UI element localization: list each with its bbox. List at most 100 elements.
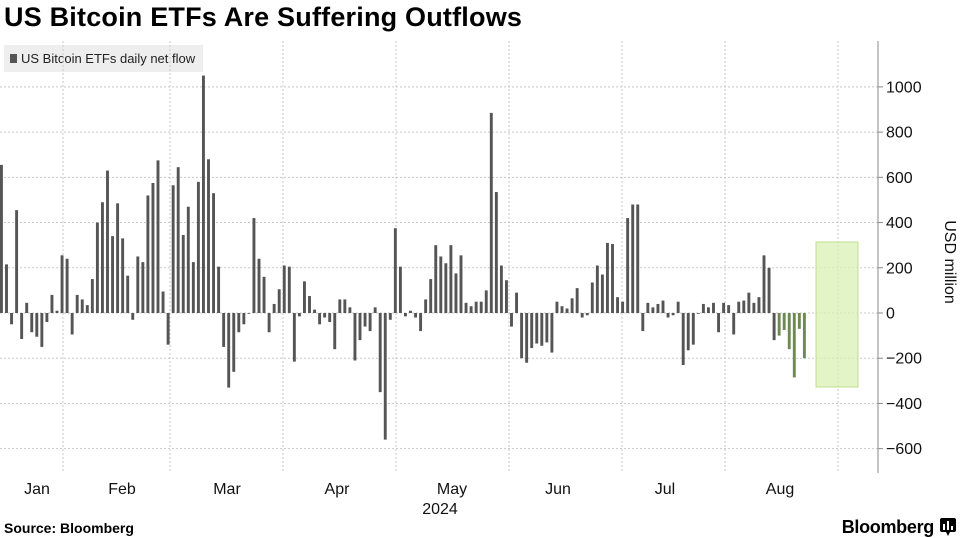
bar-137 bbox=[691, 313, 695, 345]
x-tick-label-aug: Aug bbox=[766, 481, 794, 498]
bar-130 bbox=[656, 303, 660, 313]
bar-121 bbox=[611, 244, 614, 313]
bar-21 bbox=[106, 170, 109, 313]
bar-86 bbox=[434, 245, 438, 313]
bar-141 bbox=[712, 302, 715, 313]
y-tick-label-2: −200 bbox=[886, 351, 922, 368]
bar-0 bbox=[0, 164, 3, 313]
bar-146 bbox=[737, 301, 741, 313]
bar-37 bbox=[186, 206, 190, 313]
bar-123 bbox=[621, 301, 625, 313]
bar-80 bbox=[404, 313, 407, 317]
bar-43 bbox=[217, 266, 221, 313]
bar-84 bbox=[424, 299, 428, 313]
bar-8 bbox=[40, 313, 44, 347]
bar-31 bbox=[156, 160, 160, 313]
bar-24 bbox=[121, 238, 125, 313]
y-tick-label-6: 600 bbox=[886, 170, 913, 187]
bar-150 bbox=[757, 297, 761, 313]
bar-52 bbox=[262, 276, 266, 313]
bar-46 bbox=[232, 313, 236, 372]
bar-97 bbox=[489, 112, 493, 314]
bar-115 bbox=[580, 313, 584, 318]
bar-92 bbox=[464, 302, 468, 313]
bar-39 bbox=[196, 181, 200, 313]
bar-69 bbox=[348, 307, 352, 313]
y-axis-label: USD million bbox=[941, 220, 958, 304]
bar-66 bbox=[333, 313, 337, 350]
x-tick-label-may: May bbox=[437, 481, 467, 498]
bar-79 bbox=[398, 266, 402, 313]
bar-94 bbox=[474, 301, 478, 313]
grid-lines bbox=[0, 41, 878, 473]
bar-49 bbox=[247, 313, 251, 314]
bar-38 bbox=[191, 262, 195, 313]
bar-45 bbox=[227, 313, 231, 388]
bar-156 bbox=[787, 313, 791, 350]
bar-29 bbox=[146, 195, 150, 313]
bar-57 bbox=[287, 266, 291, 313]
bar-15 bbox=[75, 294, 79, 313]
bloomberg-logo: Bloomberg bbox=[841, 517, 935, 537]
bar-157 bbox=[792, 313, 796, 378]
bloomberg-terminal-icon bbox=[940, 518, 956, 536]
bar-51 bbox=[257, 258, 261, 313]
bar-81 bbox=[409, 310, 412, 313]
bar-140 bbox=[707, 307, 710, 313]
bar-13 bbox=[65, 258, 69, 313]
x-tick-label-jan: Jan bbox=[24, 481, 50, 498]
bar-55 bbox=[277, 289, 281, 313]
bar-64 bbox=[323, 313, 327, 318]
y-tick-label-7: 800 bbox=[886, 125, 913, 142]
bar-1 bbox=[5, 264, 8, 313]
bar-77 bbox=[388, 313, 392, 320]
bar-74 bbox=[373, 307, 377, 313]
bar-109 bbox=[550, 313, 554, 353]
bar-23 bbox=[116, 203, 120, 313]
x-tick-label-jul: Jul bbox=[655, 481, 675, 498]
bar-65 bbox=[328, 313, 332, 323]
bar-16 bbox=[80, 299, 84, 313]
bar-48 bbox=[242, 313, 246, 325]
bar-95 bbox=[479, 301, 483, 313]
bar-145 bbox=[732, 313, 736, 335]
bar-75 bbox=[378, 313, 382, 393]
bar-147 bbox=[742, 300, 746, 313]
bar-90 bbox=[454, 273, 458, 313]
bar-91 bbox=[459, 255, 463, 313]
bar-102 bbox=[515, 292, 518, 313]
x-tick-label-apr: Apr bbox=[325, 481, 351, 498]
bar-126 bbox=[636, 204, 640, 313]
bar-116 bbox=[585, 313, 589, 316]
bar-104 bbox=[525, 313, 529, 363]
bar-76 bbox=[383, 313, 387, 440]
bar-58 bbox=[292, 313, 296, 362]
bar-27 bbox=[136, 256, 140, 313]
bar-110 bbox=[555, 301, 559, 313]
bar-82 bbox=[414, 313, 417, 318]
bar-142 bbox=[717, 313, 720, 333]
bar-114 bbox=[575, 288, 579, 313]
bar-132 bbox=[666, 313, 670, 318]
bar-113 bbox=[570, 298, 574, 313]
legend-swatch bbox=[10, 54, 17, 63]
bar-5 bbox=[25, 302, 29, 313]
bar-40 bbox=[202, 75, 205, 313]
bar-136 bbox=[686, 313, 690, 351]
bar-122 bbox=[616, 297, 619, 313]
bar-135 bbox=[681, 313, 685, 365]
bar-96 bbox=[484, 290, 488, 313]
bar-85 bbox=[429, 279, 433, 313]
bar-120 bbox=[606, 242, 609, 313]
bar-47 bbox=[237, 313, 241, 333]
bar-143 bbox=[722, 302, 726, 313]
bar-148 bbox=[747, 292, 751, 313]
bar-34 bbox=[171, 185, 175, 313]
source-note: Source: Bloomberg bbox=[4, 520, 134, 536]
y-tick-label-4: 200 bbox=[886, 260, 913, 277]
bar-4 bbox=[20, 313, 24, 339]
bar-3 bbox=[15, 210, 19, 313]
bar-71 bbox=[358, 313, 362, 341]
bar-118 bbox=[595, 265, 599, 313]
